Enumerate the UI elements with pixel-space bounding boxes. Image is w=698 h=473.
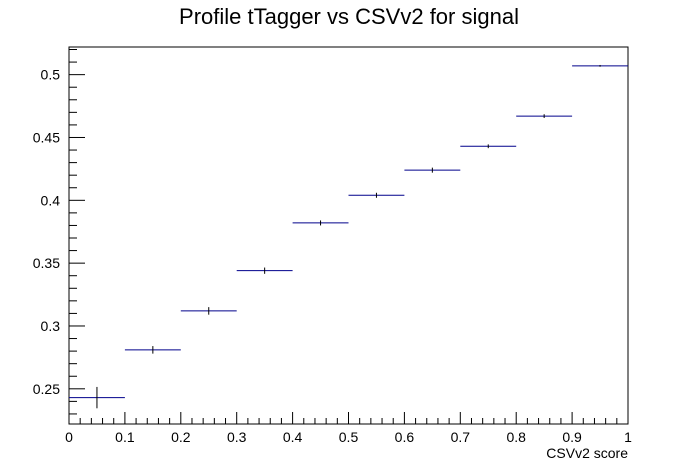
x-tick-label: 0.9	[562, 429, 582, 445]
x-tick-label: 0.5	[339, 429, 359, 445]
x-tick-label: 0.8	[506, 429, 526, 445]
profile-point	[572, 64, 628, 67]
profile-point	[516, 114, 573, 119]
y-tick-label: 0.35	[33, 255, 60, 271]
x-axis: 0 0.1 0.2 0.3 0.4 0.5 0.6 0.7 0.8 0.9 1	[65, 412, 632, 445]
x-axis-title: CSVv2 score	[546, 445, 628, 461]
plot-frame	[68, 46, 629, 425]
plot-frame-rect	[68, 46, 629, 425]
x-tick-label: 0.1	[115, 429, 135, 445]
chart-title: Profile tTagger vs CSVv2 for signal	[179, 4, 519, 29]
y-tick-label: 0.25	[33, 381, 60, 397]
x-tick-label: 1	[624, 429, 632, 445]
profile-point	[69, 386, 125, 409]
y-tick-label: 0.45	[33, 129, 60, 145]
profile-point	[180, 307, 237, 315]
profile-point	[460, 144, 517, 149]
profile-point	[236, 267, 293, 274]
profile-point	[124, 346, 181, 354]
y-tick-label: 0.5	[41, 67, 61, 83]
profile-point	[348, 192, 405, 198]
profile-point	[404, 167, 461, 173]
data-points	[69, 64, 628, 409]
y-tick-label: 0.4	[41, 192, 61, 208]
x-tick-label: 0	[65, 429, 73, 445]
x-tick-label: 0.2	[171, 429, 191, 445]
x-tick-label: 0.6	[395, 429, 415, 445]
x-tick-label: 0.7	[451, 429, 471, 445]
y-tick-label: 0.3	[41, 318, 61, 334]
x-tick-label: 0.4	[283, 429, 303, 445]
profile-point	[292, 220, 349, 226]
x-tick-label: 0.3	[227, 429, 247, 445]
y-axis: 0.25 0.3 0.35 0.4 0.45 0.5	[33, 49, 85, 415]
